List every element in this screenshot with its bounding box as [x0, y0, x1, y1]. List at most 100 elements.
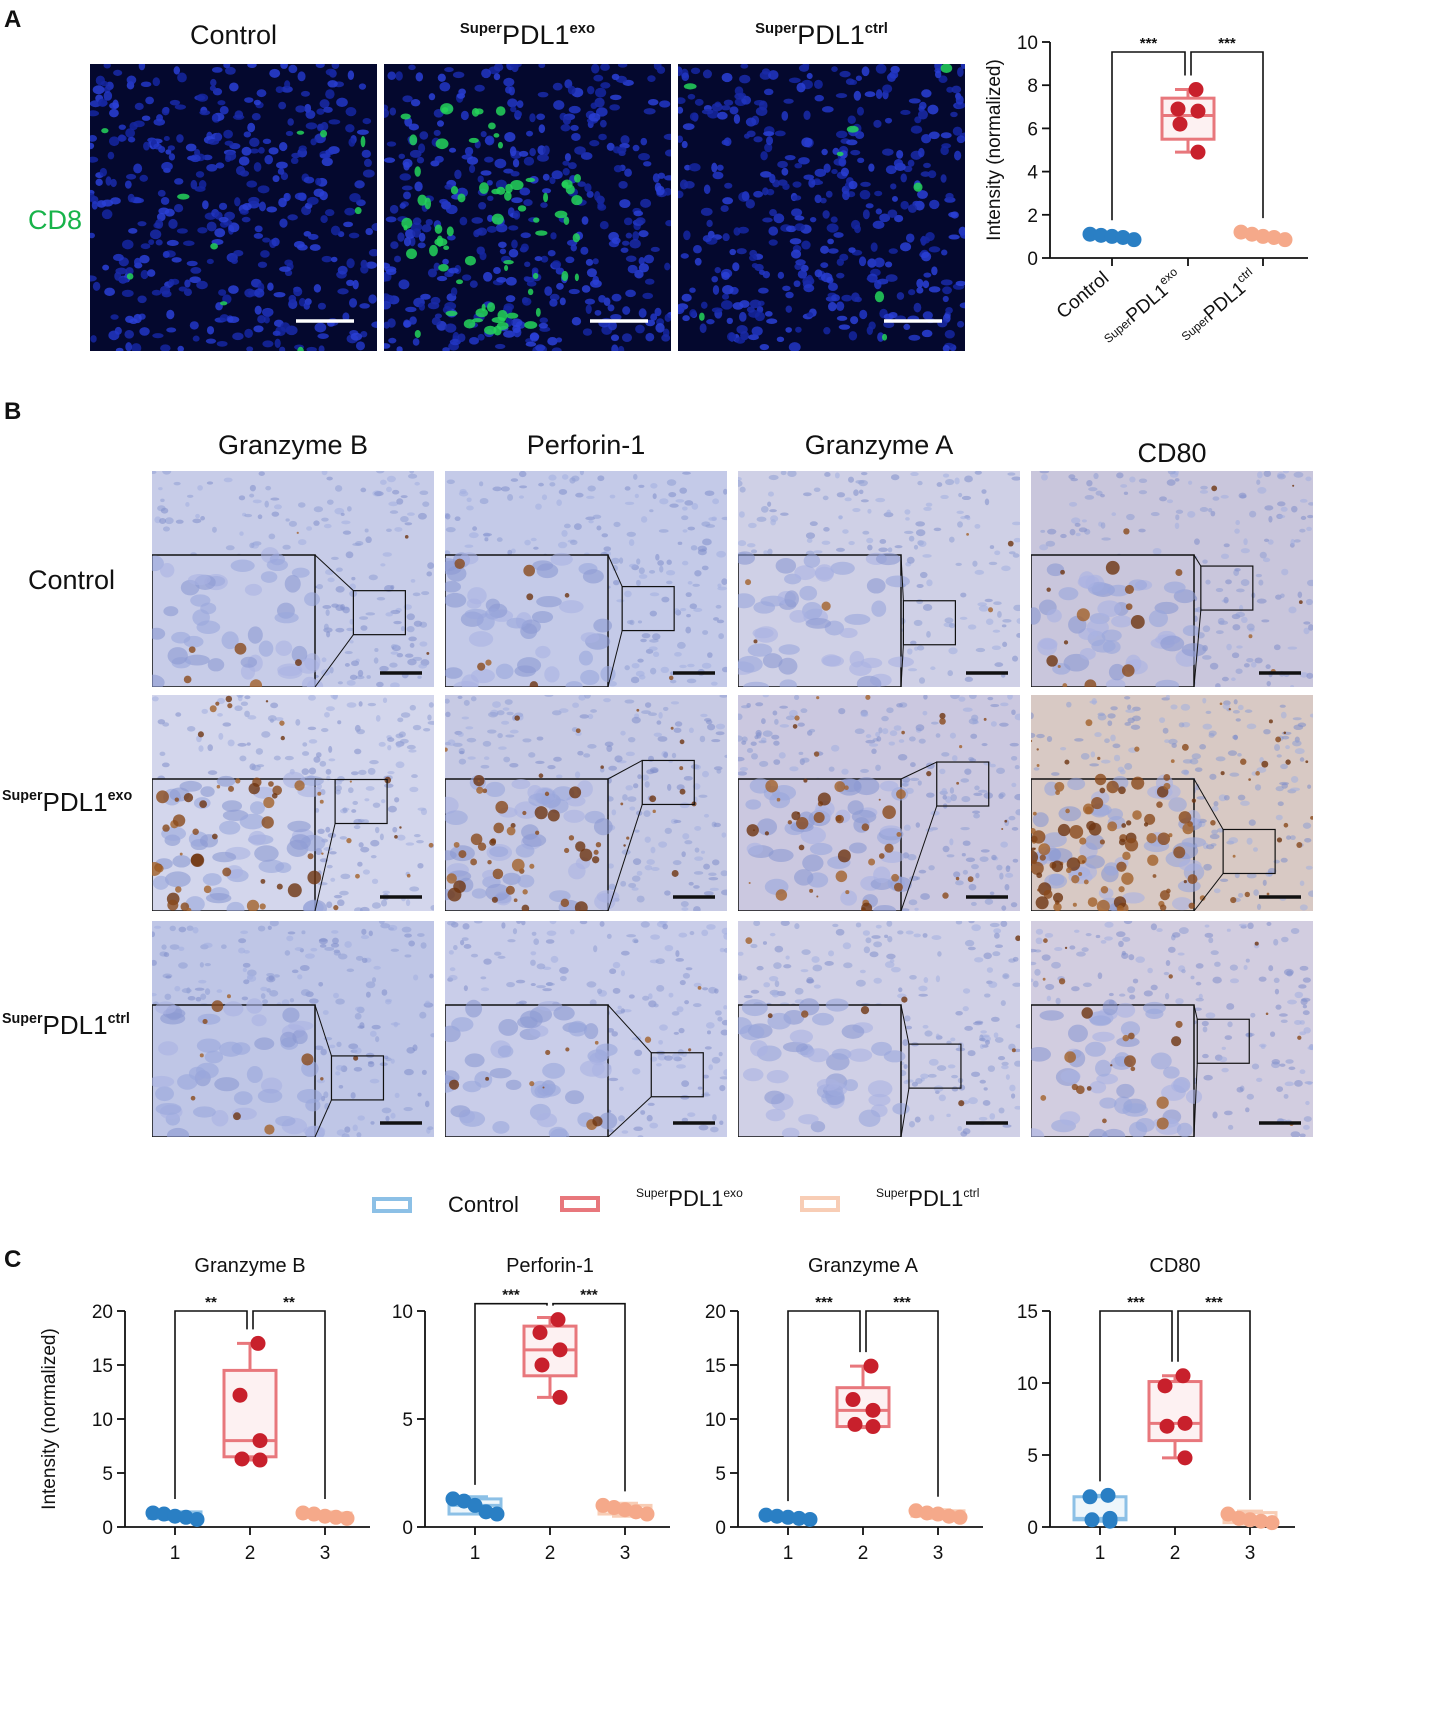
chart-title: Granzyme B [194, 1255, 305, 1277]
ihc-image [445, 471, 727, 687]
cd8-image-exo [384, 64, 671, 351]
chart-title: Granzyme A [808, 1255, 919, 1277]
significance-bracket [787, 1310, 861, 1502]
data-point [1253, 1513, 1269, 1529]
panel-a-chart: Intensity (normalized)0246810ControlSupe… [984, 33, 1308, 346]
significance-bracket [474, 1302, 548, 1485]
x-tick-label: 2 [545, 1543, 556, 1564]
y-tick-label: 4 [1027, 163, 1038, 184]
significance-label: *** [502, 1287, 520, 1304]
panel-label-b: B [4, 398, 22, 425]
data-point [1082, 226, 1098, 242]
data-point [865, 1402, 881, 1418]
y-tick-label: 5 [402, 1410, 413, 1431]
data-point [532, 1325, 548, 1341]
significance-label: ** [283, 1294, 295, 1311]
data-point [317, 1508, 333, 1524]
y-tick-label: 0 [715, 1518, 726, 1539]
panel-a-title-exo: SuperPDL1exo [459, 20, 596, 50]
data-point [639, 1506, 655, 1522]
data-point [1157, 1378, 1173, 1394]
legend-control: Control [372, 1192, 519, 1218]
significance-label: *** [580, 1287, 598, 1304]
x-tick-label: 2 [858, 1543, 869, 1564]
significance-label: *** [1205, 1294, 1223, 1311]
ihc-image [1031, 695, 1313, 911]
x-tick-label: SuperPDL1ctrl [1173, 265, 1262, 346]
chart-granzyme-a: Granzyme A 0 5 10 15 20 1 2 3 *** *** [705, 1255, 983, 1564]
panel-a-stain-label: CD8 [28, 205, 83, 235]
data-point [758, 1507, 774, 1523]
data-point [1102, 1513, 1118, 1529]
data-point [847, 1416, 863, 1432]
chart-perforin-1: Perforin-1 0 5 10 1 2 3 *** *** [392, 1255, 670, 1564]
data-point [250, 1335, 266, 1351]
y-tick-label: 10 [392, 1302, 413, 1323]
data-point [328, 1509, 344, 1525]
data-point [865, 1419, 881, 1435]
ihc-image [738, 471, 1020, 687]
data-point [791, 1510, 807, 1526]
panel-b-row-ctrl: SuperPDL1ctrl [2, 1010, 130, 1040]
y-axis-label: Intensity (normalized) [39, 1328, 60, 1510]
data-point [1277, 232, 1293, 248]
significance-bracket [252, 1310, 326, 1499]
y-tick-label: 5 [715, 1464, 726, 1485]
data-point [1082, 1489, 1098, 1505]
ihc-image [738, 695, 1020, 911]
panel-b-row-control: Control [28, 565, 116, 595]
ihc-image [1031, 471, 1313, 687]
y-tick-label: 15 [1017, 1302, 1038, 1323]
box [1147, 1380, 1203, 1443]
x-tick-label: 1 [1095, 1543, 1106, 1564]
x-tick-label: 2 [245, 1543, 256, 1564]
data-point [1126, 232, 1142, 248]
significance-bracket [174, 1310, 248, 1499]
box [835, 1386, 891, 1429]
data-point [1264, 1515, 1280, 1531]
data-point [941, 1508, 957, 1524]
chart-cd80: CD80 0 5 10 15 1 2 3 *** *** [1017, 1255, 1295, 1564]
legend-swatch-ctrl [800, 1196, 840, 1212]
x-tick-label: 1 [783, 1543, 794, 1564]
panel-b-col-perforin-1: Perforin-1 [526, 430, 646, 460]
data-point [802, 1511, 818, 1527]
data-point [1170, 101, 1186, 117]
y-tick-label: 20 [92, 1302, 113, 1323]
panel-label-c: C [4, 1246, 22, 1273]
y-tick-label: 10 [1017, 1374, 1038, 1395]
y-tick-label: 0 [402, 1518, 413, 1539]
data-point [167, 1508, 183, 1524]
legend-swatch-exo [560, 1196, 600, 1212]
y-tick-label: 0 [102, 1518, 113, 1539]
data-point [919, 1505, 935, 1521]
data-point [1255, 228, 1271, 244]
data-point [863, 1358, 879, 1374]
ihc-image [152, 695, 434, 911]
data-point [1104, 228, 1120, 244]
data-point [1231, 1510, 1247, 1526]
x-tick-label: 1 [170, 1543, 181, 1564]
data-point [845, 1392, 861, 1408]
x-tick-label: Control [1053, 268, 1113, 323]
data-point [252, 1433, 268, 1449]
data-point [467, 1497, 483, 1513]
box [1160, 96, 1216, 141]
data-point [1172, 116, 1188, 132]
y-axis-label: Intensity (normalized) [984, 59, 1005, 241]
significance-label: ** [205, 1294, 217, 1311]
ihc-image [152, 921, 434, 1137]
panel-b-col-granzyme-a: Granzyme A [804, 430, 954, 460]
data-point [234, 1451, 250, 1467]
significance-bracket [1190, 51, 1264, 219]
significance-label: *** [1218, 35, 1236, 52]
y-tick-label: 15 [705, 1356, 726, 1377]
box [1072, 1495, 1128, 1522]
legend-swatch-control [372, 1197, 412, 1213]
data-point [1177, 1415, 1193, 1431]
significance-bracket [1111, 51, 1186, 221]
x-tick-label: 3 [933, 1543, 944, 1564]
x-tick-label: 2 [1170, 1543, 1181, 1564]
legend-ctrl: SuperPDL1ctrl [800, 1186, 979, 1212]
y-tick-label: 8 [1027, 76, 1038, 97]
